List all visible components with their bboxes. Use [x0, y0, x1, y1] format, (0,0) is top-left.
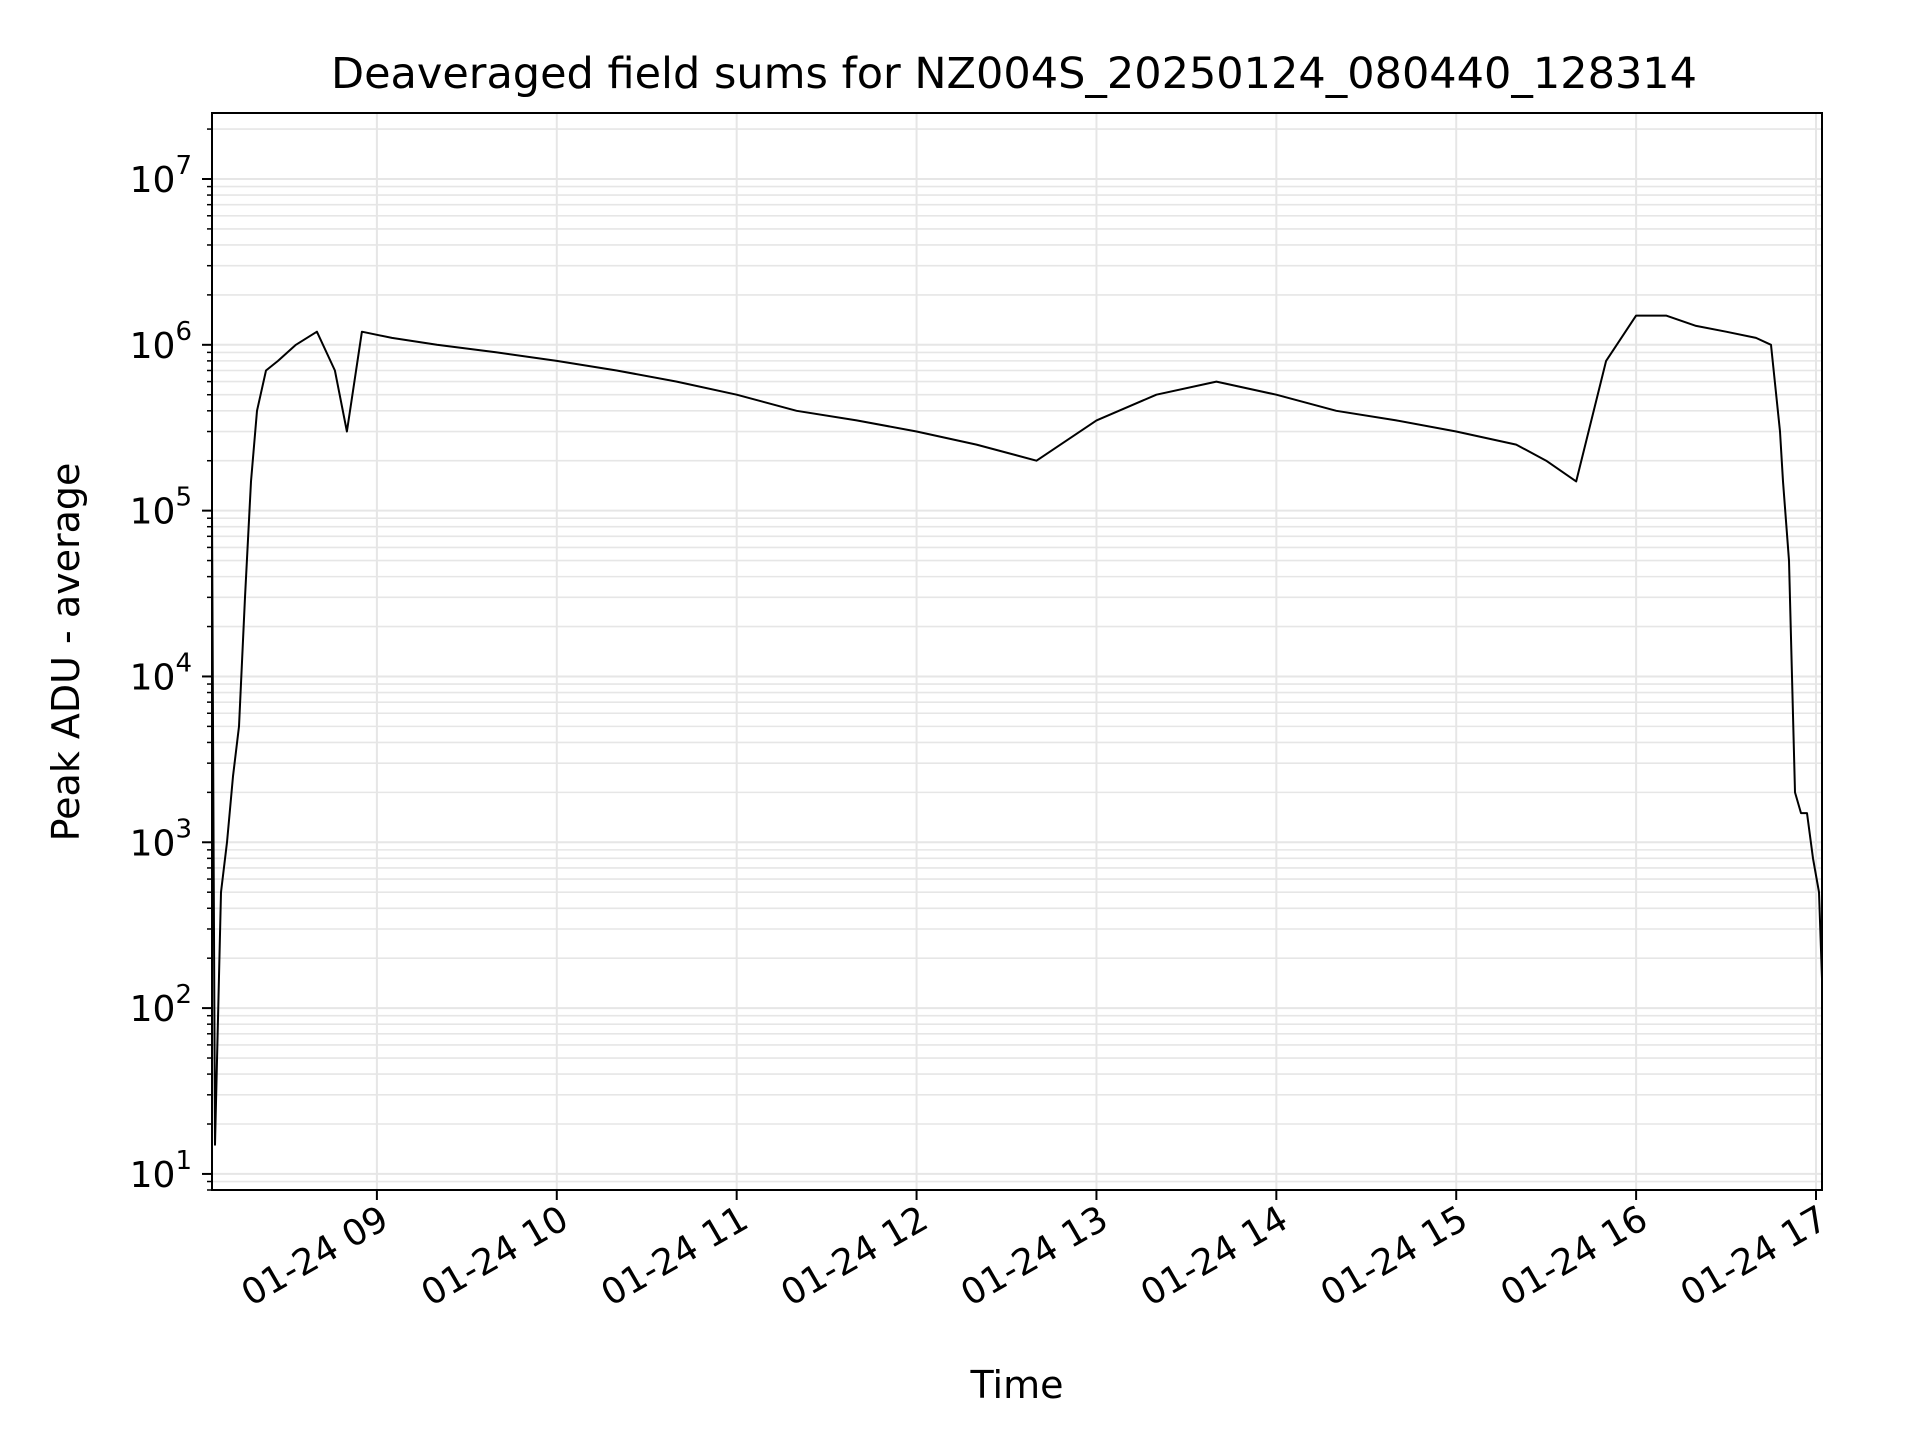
x-tick-label: 01-24 16 [1494, 1198, 1655, 1314]
grid [212, 113, 1822, 1191]
chart-title: Deaveraged field sums for NZ004S_2025012… [331, 49, 1697, 99]
data-line-area [211, 314, 1823, 1146]
y-tick-label: 103 [130, 814, 192, 864]
x-tick-label: 01-24 15 [1314, 1198, 1475, 1314]
x-axis-label: Time [970, 1363, 1064, 1407]
x-tick-label: 01-24 17 [1674, 1198, 1835, 1314]
y-axis-label: Peak ADU - average [44, 463, 88, 842]
x-ticks: 01-24 09 01-24 10 01-24 11 01-24 12 01-24 13… [235, 1190, 1835, 1315]
y-tick-label: 106 [130, 317, 192, 367]
y-tick-label: 102 [130, 980, 192, 1030]
y-tick-label: 107 [130, 151, 192, 201]
x-tick-label: 01-24 09 [235, 1198, 396, 1314]
x-tick-label: 01-24 14 [1134, 1198, 1295, 1314]
x-tick-label: 01-24 13 [954, 1198, 1115, 1314]
x-tick-label: 01-24 12 [774, 1198, 935, 1314]
x-tick-label: 01-24 11 [594, 1198, 755, 1314]
plot-frame [211, 112, 1823, 1191]
y-ticks: 101 102 103 104 105 106 107 [130, 128, 212, 1196]
series-line [211, 314, 1823, 1146]
y-tick-label: 104 [130, 648, 192, 698]
x-tick-label: 01-24 10 [415, 1198, 576, 1314]
y-tick-label: 105 [130, 483, 192, 533]
y-tick-label: 101 [130, 1146, 192, 1196]
